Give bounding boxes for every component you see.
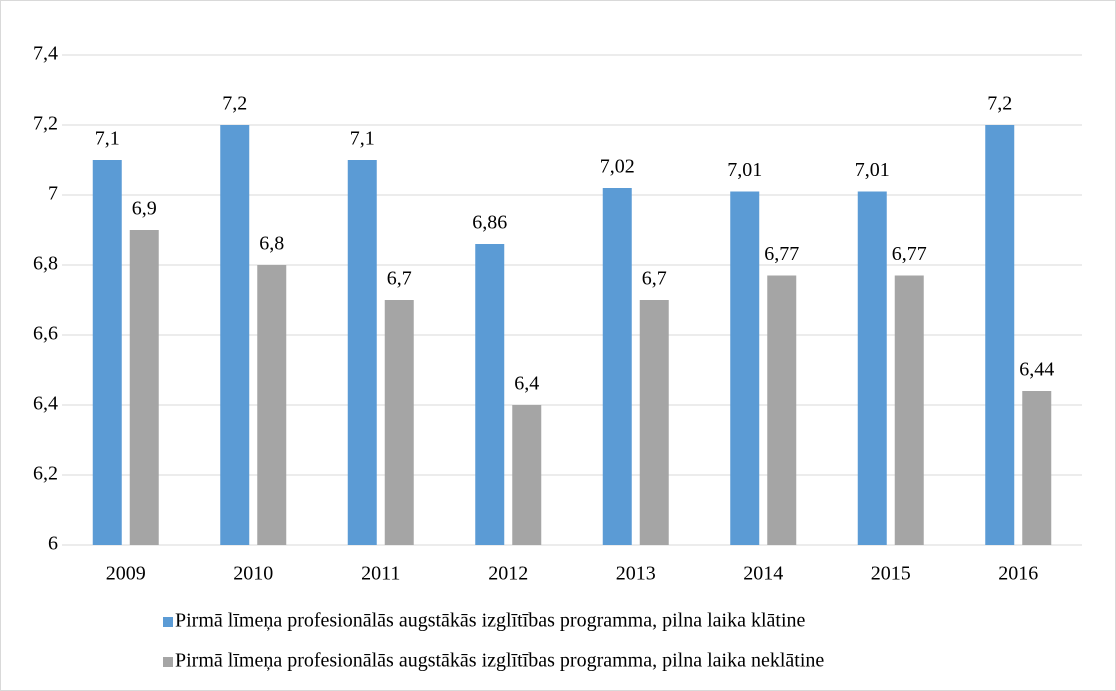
legend-label: Pirmā līmeņa profesionālās augstākās izg… [175,610,805,632]
bar [347,160,377,545]
bar [602,188,632,545]
x-tick-label: 2010 [233,563,273,585]
value-label: 6,86 [472,212,507,234]
bar [639,300,669,545]
bar [730,191,760,545]
bar [220,125,250,545]
value-label: 6,9 [132,198,157,220]
y-tick-label: 7 [48,183,58,205]
y-tick-label: 6 [48,533,58,555]
x-tick-label: 2013 [616,563,656,585]
x-tick-label: 2014 [743,563,783,585]
y-tick-label: 6,8 [33,253,58,275]
bar [512,405,542,545]
y-tick-label: 6,2 [33,463,58,485]
bar [894,275,924,545]
legend-label: Pirmā līmeņa profesionālās augstākās izg… [175,650,824,672]
value-label: 7,1 [95,128,120,150]
y-tick-label: 7,2 [33,113,58,135]
x-tick-label: 2016 [998,563,1038,585]
value-label: 7,01 [855,159,890,181]
value-label: 6,77 [764,243,799,265]
value-label: 7,01 [727,159,762,181]
x-tick-label: 2009 [106,563,146,585]
value-label: 7,1 [350,128,375,150]
bar [857,191,887,545]
legend-swatch [163,617,173,627]
value-label: 6,44 [1019,359,1054,381]
x-tick-label: 2011 [361,563,400,585]
bar [985,125,1015,545]
legend-swatch [163,657,173,667]
value-label: 6,7 [387,268,412,290]
bar [129,230,159,545]
value-label: 6,77 [892,243,927,265]
value-label: 7,02 [600,156,635,178]
bar [1022,391,1052,545]
y-tick-label: 7,4 [33,43,58,65]
bar [475,244,505,545]
value-label: 7,2 [222,93,247,115]
value-label: 6,7 [642,268,667,290]
y-tick-label: 6,4 [33,393,58,415]
value-label: 6,4 [514,373,539,395]
y-tick-label: 6,6 [33,323,58,345]
x-tick-label: 2012 [488,563,528,585]
x-tick-label: 2015 [871,563,911,585]
value-label: 6,8 [259,233,284,255]
bar [92,160,122,545]
bar [257,265,287,545]
value-label: 7,2 [987,93,1012,115]
bar [384,300,414,545]
bar [767,275,797,545]
